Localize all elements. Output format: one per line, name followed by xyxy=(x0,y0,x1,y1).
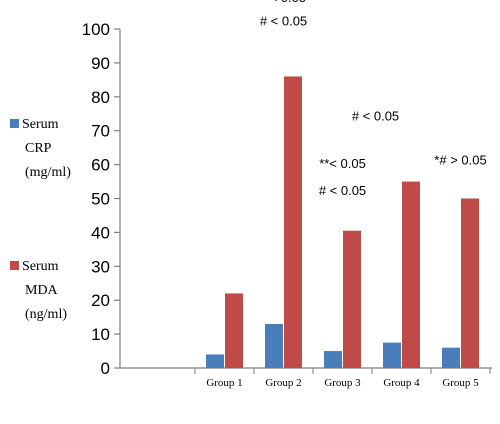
y-tick-label: 0 xyxy=(101,359,110,378)
y-tick-label: 90 xyxy=(91,54,110,73)
legend-label: Serum xyxy=(22,117,59,132)
x-axis-labels: Group 1 Group 2 Group 3 Group 4 Group 5 xyxy=(206,377,479,389)
x-tick-label: Group 3 xyxy=(324,377,361,389)
y-tick-label: 80 xyxy=(91,88,110,107)
legend-label: (mg/ml) xyxy=(25,165,71,180)
bar-mda-group-1 xyxy=(225,293,243,368)
legend-swatch xyxy=(10,261,19,270)
bar-crp-group-1 xyxy=(206,354,224,368)
legend: Serum CRP (mg/ml) Serum MDA (ng/ml) xyxy=(10,117,71,322)
bar-mda-group-4 xyxy=(402,181,420,368)
x-tick-label: Group 5 xyxy=(442,377,479,389)
y-tick-label: 50 xyxy=(91,190,110,209)
bar-mda-group-3 xyxy=(343,230,361,368)
legend-label: (ng/ml) xyxy=(25,307,67,322)
annotation-6: *# > 0.05 xyxy=(434,153,486,168)
bars xyxy=(206,76,479,369)
x-tick-label: Group 1 xyxy=(206,377,242,389)
y-axis-ticks: 0 10 20 30 40 50 60 70 80 90 100 xyxy=(82,20,120,378)
y-tick-label: 100 xyxy=(82,20,110,39)
x-tick-label: Group 2 xyxy=(265,377,301,389)
y-tick-label: 70 xyxy=(91,122,110,141)
y-tick-label: 60 xyxy=(91,156,110,175)
x-tick-label: Group 4 xyxy=(383,377,420,389)
bar-crp-group-5 xyxy=(442,347,460,368)
legend-label: MDA xyxy=(25,283,59,298)
bar-crp-group-4 xyxy=(383,342,401,368)
annotation-5: # < 0.05 xyxy=(319,183,366,198)
bar-crp-group-3 xyxy=(324,351,342,368)
annotation-4: **< 0.05 xyxy=(319,156,366,171)
legend-swatch xyxy=(10,119,19,128)
y-tick-label: 10 xyxy=(91,325,110,344)
axes xyxy=(119,29,492,374)
annotation-1: * < 0.05 xyxy=(261,0,306,5)
annotation-2: # < 0.05 xyxy=(260,14,307,29)
bar-crp-group-2 xyxy=(265,323,283,368)
y-tick-label: 40 xyxy=(91,223,110,242)
legend-label: CRP xyxy=(25,141,52,156)
bar-mda-group-2 xyxy=(284,76,302,369)
bar-mda-group-5 xyxy=(461,198,479,368)
annotation-3: # < 0.05 xyxy=(352,109,399,124)
legend-label: Serum xyxy=(22,259,59,274)
y-tick-label: 20 xyxy=(91,291,110,310)
y-tick-label: 30 xyxy=(91,257,110,276)
annotations: * < 0.05 # < 0.05 # < 0.05 **< 0.05 # < 0.05… xyxy=(260,0,487,198)
